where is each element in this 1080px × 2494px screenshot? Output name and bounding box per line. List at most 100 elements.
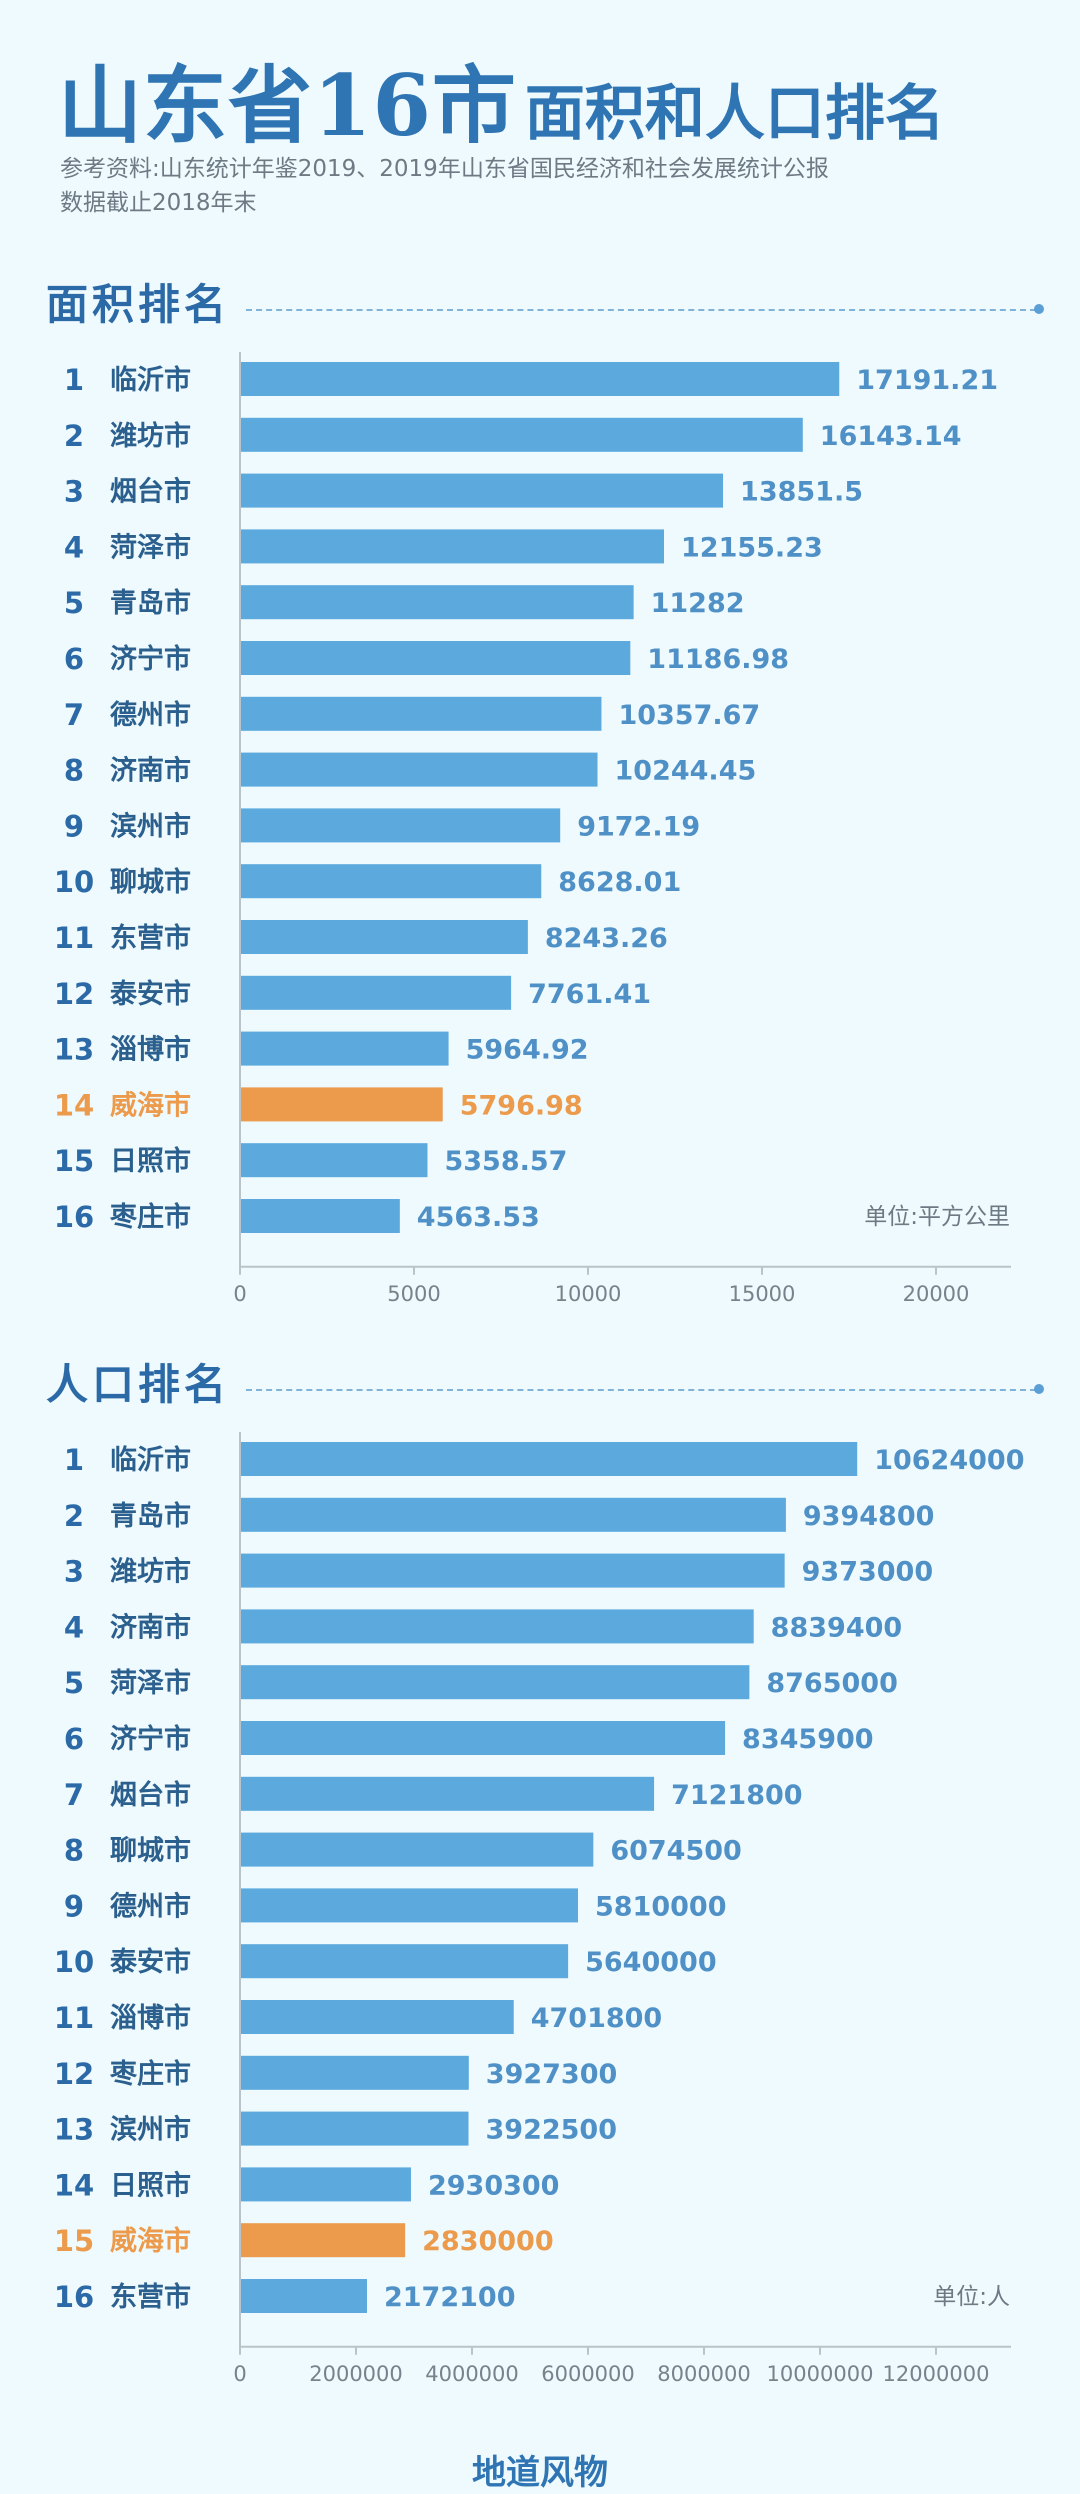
population-category-label: 菏泽市 [110, 1667, 191, 1699]
population-rank-label: 4 [64, 1610, 84, 1644]
area-value-label: 12155.23 [681, 532, 823, 563]
population-bar [241, 1888, 578, 1923]
area-value-label: 8628.01 [558, 867, 681, 898]
population-category-label: 潍坊市 [110, 1556, 191, 1588]
population-bar [241, 1609, 754, 1644]
population-rank-label: 10 [54, 1945, 94, 1979]
population-section-divider [246, 1389, 1036, 1391]
area-value-label: 4563.53 [417, 1202, 540, 1233]
population-category-label: 枣庄市 [109, 2058, 191, 2090]
area-bar [241, 1031, 449, 1066]
area-value-label: 9172.19 [577, 811, 700, 842]
population-x-tick-label: 4000000 [425, 2362, 519, 2386]
area-value-label: 13851.5 [740, 477, 863, 508]
area-rank-label: 13 [54, 1033, 94, 1067]
population-bar [241, 1497, 786, 1532]
population-category-label: 威海市 [110, 2225, 191, 2257]
area-rank-label: 15 [54, 1144, 94, 1178]
area-x-tick-label: 20000 [903, 1282, 970, 1306]
population-x-tick-label: 0 [233, 2362, 246, 2386]
area-category-label: 日照市 [110, 1145, 191, 1177]
population-x-tick-label: 6000000 [541, 2362, 635, 2386]
population-x-tick-label: 12000000 [883, 2362, 990, 2386]
population-value-label: 5810000 [595, 1891, 727, 1922]
population-value-label: 4701800 [531, 2003, 663, 2034]
area-category-label: 临沂市 [110, 364, 191, 396]
population-bar [241, 1553, 785, 1588]
area-category-label: 枣庄市 [109, 1201, 191, 1233]
population-rank-label: 14 [54, 2168, 94, 2202]
population-section-title: 人口排名 [46, 1360, 231, 1409]
area-category-label: 青岛市 [110, 587, 191, 619]
area-bar [241, 417, 803, 452]
population-category-label: 东营市 [110, 2281, 191, 2313]
area-bar [241, 752, 598, 787]
population-value-label: 5640000 [585, 1947, 717, 1978]
area-category-label: 济南市 [110, 755, 191, 787]
population-value-label: 10624000 [874, 1445, 1024, 1476]
population-category-label: 济宁市 [110, 1723, 191, 1755]
area-section-divider [246, 309, 1036, 311]
population-rank-label: 11 [54, 2001, 94, 2035]
population-category-label: 临沂市 [110, 1444, 191, 1476]
area-value-label: 11186.98 [647, 644, 789, 675]
population-category-label: 青岛市 [110, 1500, 191, 1532]
area-value-label: 10357.67 [618, 700, 760, 731]
area-rank-label: 16 [54, 1200, 94, 1234]
footer-brand: 地道风物 [472, 2453, 608, 2493]
area-category-label: 德州市 [110, 699, 191, 731]
population-category-label: 济南市 [110, 1611, 191, 1643]
area-bar [241, 864, 542, 899]
population-category-label: 淄博市 [110, 2002, 191, 2034]
population-section-dot [1034, 1384, 1044, 1394]
population-value-label: 3927300 [486, 2059, 618, 2090]
area-rank-label: 1 [64, 363, 84, 397]
area-category-label: 东营市 [110, 922, 191, 954]
population-unit-label: 单位:人 [933, 2284, 1010, 2310]
population-value-label: 7121800 [671, 1780, 803, 1811]
population-category-label: 滨州市 [110, 2114, 191, 2146]
area-category-label: 滨州市 [110, 810, 191, 842]
title-sub: 面积和人口排名 [524, 79, 945, 149]
population-rank-label: 13 [54, 2113, 94, 2147]
area-rank-label: 14 [54, 1088, 94, 1122]
area-rank-label: 5 [64, 586, 84, 620]
area-x-tick-label: 10000 [555, 1282, 622, 1306]
area-rank-label: 11 [54, 921, 94, 955]
area-bar [241, 808, 561, 843]
population-bar [241, 2111, 469, 2146]
population-category-label: 泰安市 [110, 1946, 191, 1978]
area-bar [241, 696, 602, 731]
area-rank-label: 12 [54, 977, 94, 1011]
population-value-label: 6074500 [610, 1836, 742, 1867]
population-value-label: 9373000 [802, 1557, 934, 1588]
area-bar [241, 529, 665, 564]
population-category-label: 德州市 [110, 1890, 191, 1922]
population-value-label: 2830000 [422, 2226, 554, 2257]
area-value-label: 8243.26 [545, 923, 668, 954]
population-bar [241, 1665, 750, 1700]
area-value-label: 11282 [651, 588, 745, 619]
area-x-tick-label: 0 [233, 1282, 246, 1306]
population-bar [241, 2223, 406, 2258]
source-note: 参考资料:山东统计年鉴2019、2019年山东省国民经济和社会发展统计公报 数据… [60, 152, 829, 220]
population-rank-label: 12 [54, 2057, 94, 2091]
area-x-tick-label: 15000 [729, 1282, 796, 1306]
area-value-label: 10244.45 [615, 756, 757, 787]
area-rank-label: 9 [64, 809, 84, 843]
population-rank-label: 9 [64, 1889, 84, 1923]
area-unit-label: 单位:平方公里 [864, 1204, 1010, 1230]
area-bar [241, 975, 512, 1010]
population-x-tick-label: 8000000 [657, 2362, 751, 2386]
area-rank-label: 4 [64, 530, 84, 564]
area-bar [241, 1087, 443, 1122]
population-rank-label: 1 [64, 1443, 84, 1477]
area-category-label: 济宁市 [110, 643, 191, 675]
area-bar [241, 1199, 400, 1233]
area-bar [241, 641, 631, 675]
population-value-label: 3922500 [486, 2115, 618, 2146]
population-x-tick-label: 2000000 [309, 2362, 403, 2386]
area-value-label: 16143.14 [820, 421, 962, 452]
population-value-label: 8839400 [771, 1612, 903, 1643]
area-category-label: 潍坊市 [110, 420, 191, 452]
